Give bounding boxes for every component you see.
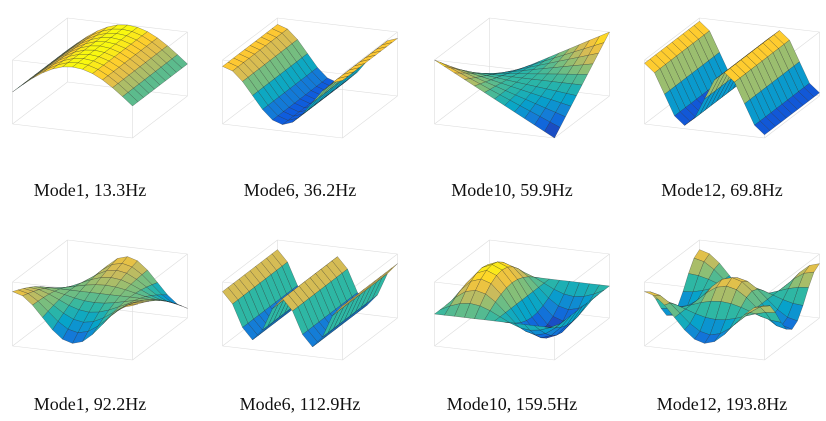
caption: Mode1, 13.3Hz (34, 180, 146, 200)
surface-patch (33, 69, 49, 79)
axis-box (278, 18, 398, 32)
axis-box (645, 124, 765, 138)
caption: Mode6, 36.2Hz (244, 180, 356, 200)
surface-patch (645, 292, 661, 296)
axis-box (133, 318, 188, 360)
axis-box (435, 18, 490, 60)
axis-box (133, 96, 188, 138)
surface-plot (435, 18, 610, 138)
axis-box (13, 18, 68, 60)
axis-box (343, 32, 398, 74)
axis-box (13, 346, 133, 360)
axis-box (645, 346, 765, 360)
axis-box (435, 346, 555, 360)
axis-box (223, 124, 343, 138)
caption: Mode12, 69.8Hz (661, 180, 782, 200)
caption: Mode10, 59.9Hz (451, 180, 572, 200)
axis-box (343, 318, 398, 360)
axis-box (13, 240, 68, 282)
caption: Mode12, 193.8Hz (657, 394, 787, 414)
caption: Mode1, 92.2Hz (34, 394, 146, 414)
axis-box (343, 96, 398, 138)
axis-box (490, 240, 610, 254)
axis-box (700, 18, 820, 32)
axis-box (700, 240, 820, 254)
axis-box (278, 240, 398, 254)
axis-box (13, 124, 133, 138)
surface-plot (435, 240, 610, 360)
figure: Mode1, 13.3Hz Mode6, 36.2Hz Mode10, 59.9Hz… (0, 0, 826, 421)
axis-box (490, 18, 610, 32)
surface-plot (645, 18, 820, 138)
surface-plot (223, 240, 398, 360)
surface-plot (645, 240, 820, 360)
axis-box (68, 240, 188, 254)
caption: Mode10, 159.5Hz (447, 394, 577, 414)
surface-plot (13, 18, 188, 138)
surface-plot (13, 240, 188, 360)
surface-plot (223, 18, 398, 138)
caption: Mode6, 112.9Hz (240, 394, 361, 414)
axis-box (223, 346, 343, 360)
axis-box (13, 82, 68, 124)
